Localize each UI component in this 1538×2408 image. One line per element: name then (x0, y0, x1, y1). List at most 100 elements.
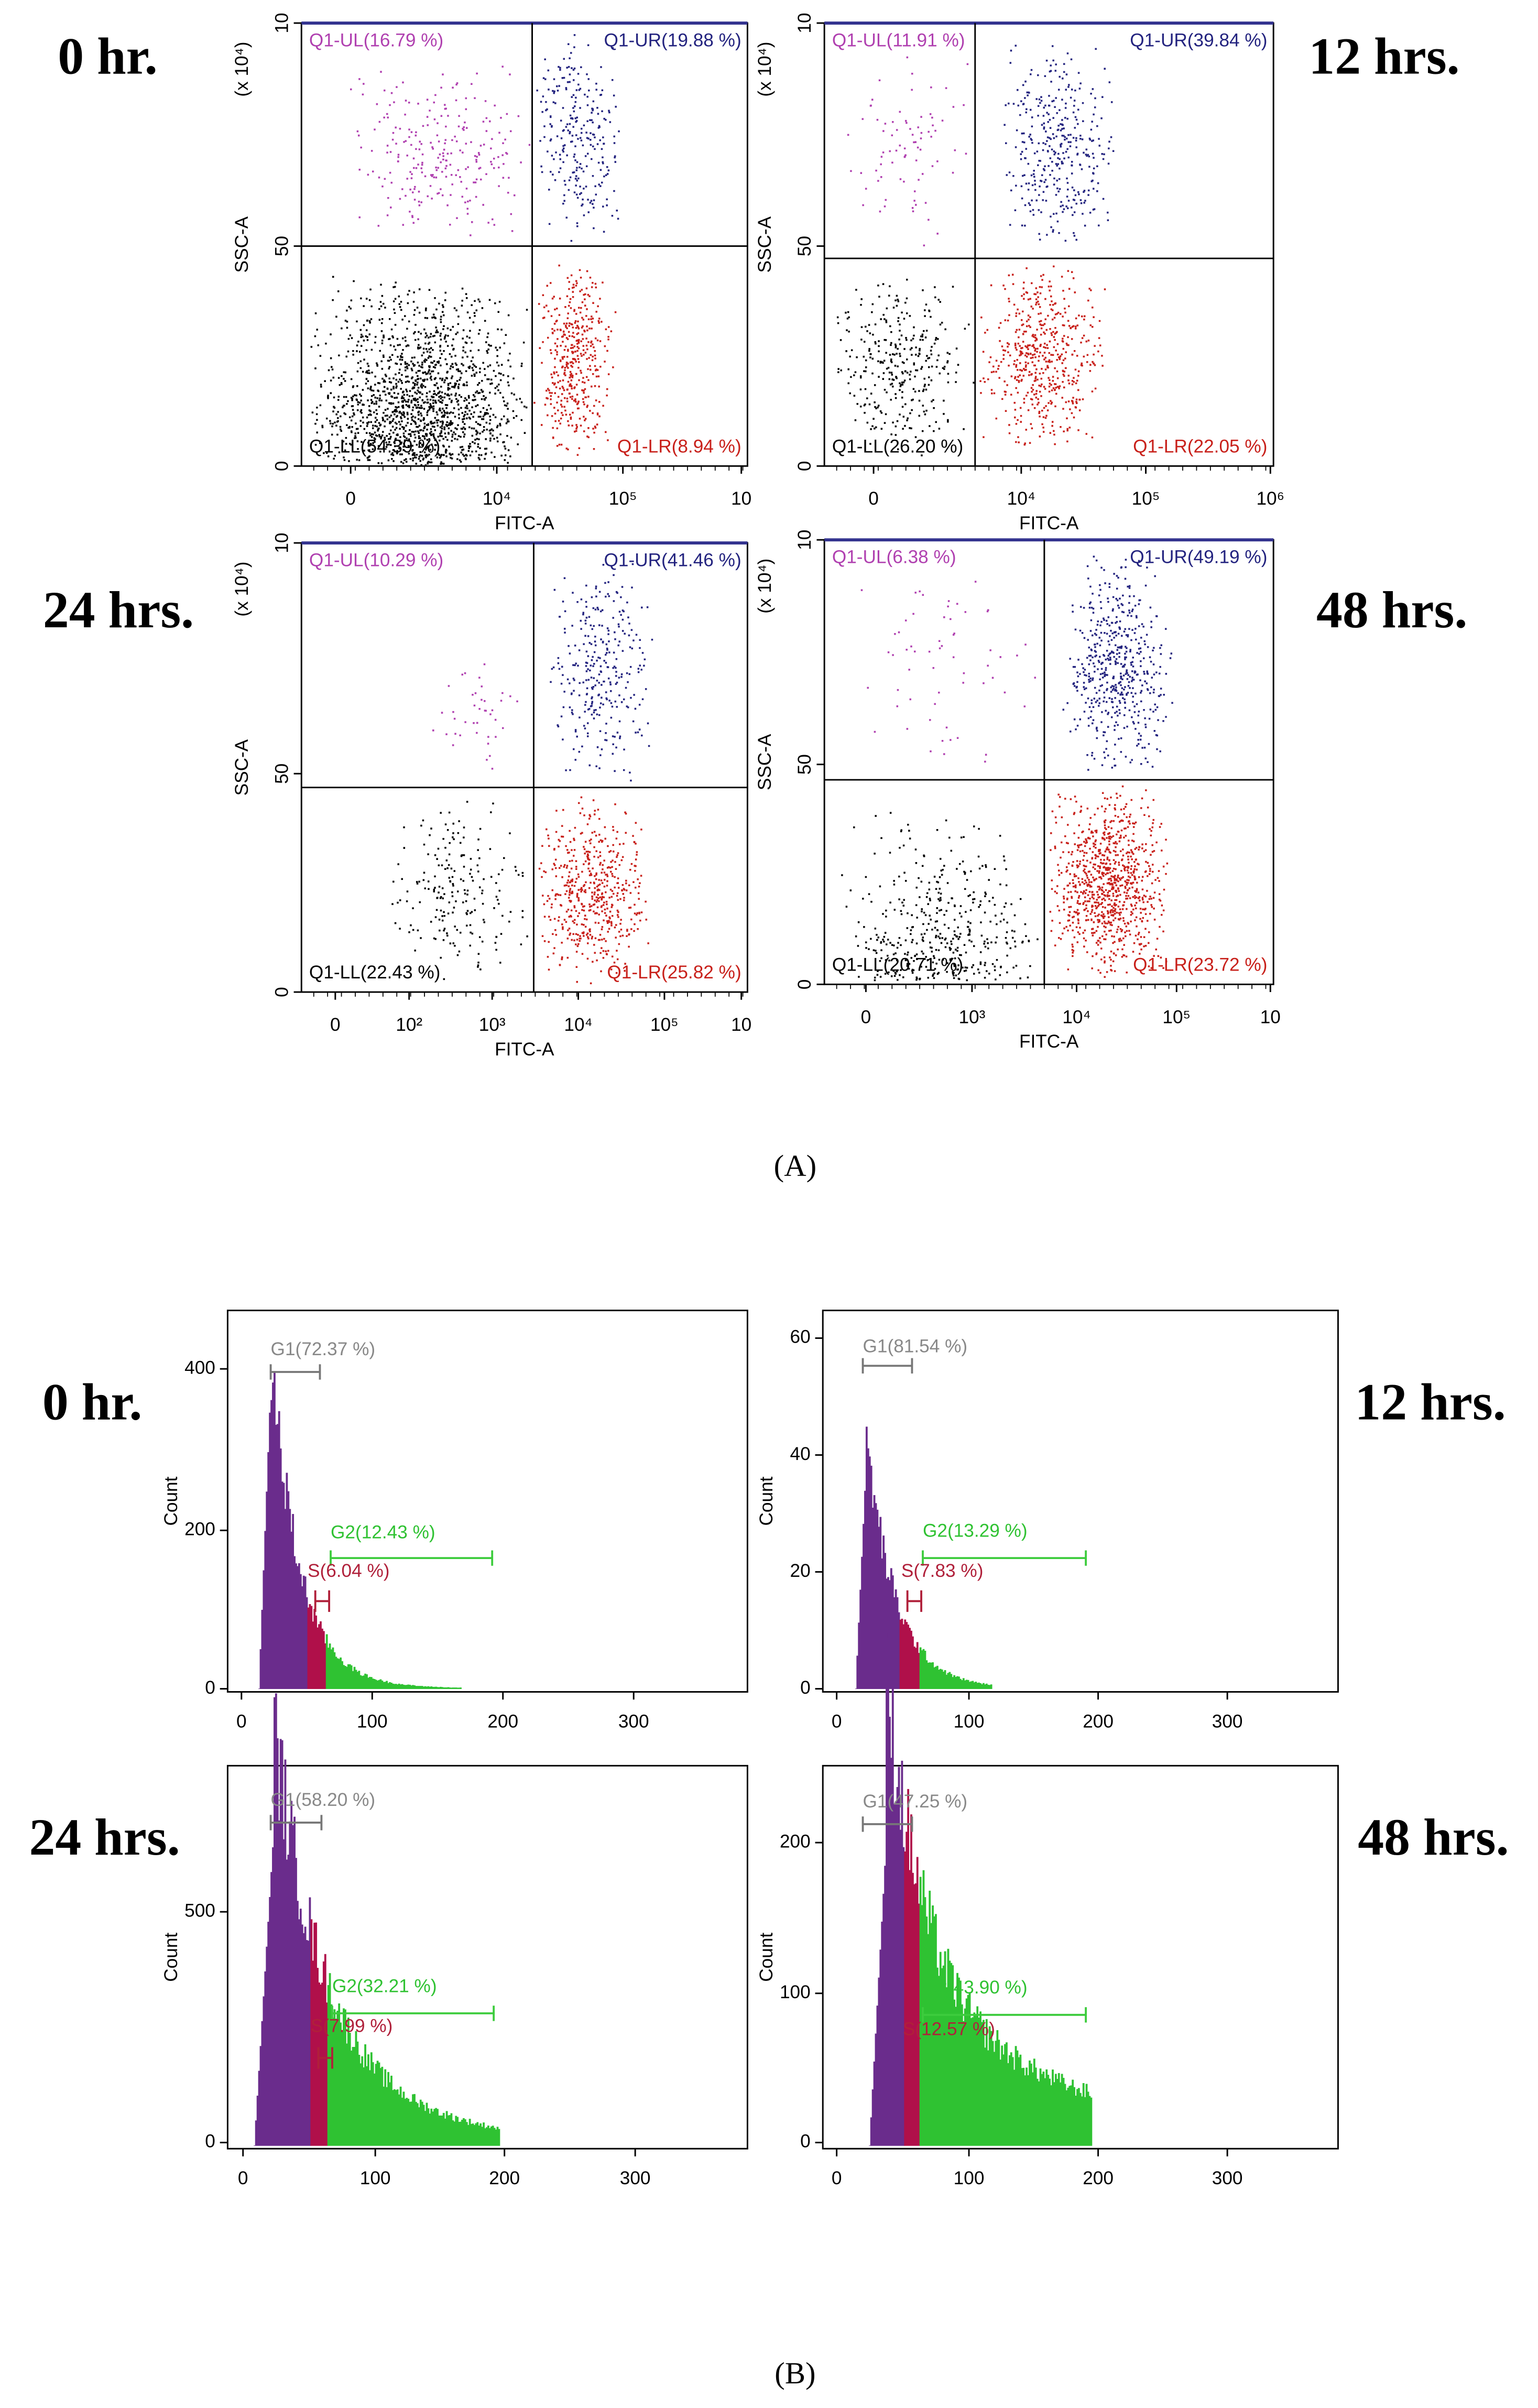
x-tick-label: 10 (731, 1015, 751, 1035)
y-tick-label: 10 (271, 13, 292, 33)
quadrant-label: Q1-LL(22.43 %) (309, 962, 440, 983)
y-tick-label: 100 (780, 1982, 811, 2002)
gate-label: S(12.57 %) (903, 2019, 995, 2039)
y-tick-label: 50 (271, 236, 292, 256)
x-tick-label: 10³ (479, 1015, 506, 1035)
gate-label: S(7.83 %) (901, 1561, 984, 1581)
y-axis-label: SSC-A (232, 216, 252, 273)
s-gate (314, 1590, 331, 1612)
y-multiplier: (x 10⁴) (755, 42, 775, 97)
histogram-area (919, 1870, 1093, 2146)
gate-label: G1(47.25 %) (863, 1791, 968, 1812)
quadrant-label: Q1-UR(41.46 %) (604, 550, 741, 571)
quadrant-label: Q1-LL(54.39 %) (309, 436, 440, 456)
x-tick-label: 100 (954, 2168, 985, 2188)
x-tick-label: 10⁶ (1256, 488, 1284, 509)
quadrant-label: Q1-LR(8.94 %) (617, 436, 741, 456)
gate-label: G2(13.29 %) (923, 1521, 1028, 1541)
x-tick-label: 300 (1212, 1711, 1243, 1731)
y-tick-label: 0 (794, 461, 815, 472)
quadrant-label: Q1-UR(49.19 %) (1130, 547, 1267, 568)
gate-label: G2(43.90 %) (923, 1977, 1028, 1998)
y-tick-label: 0 (800, 1677, 811, 1698)
histogram-area (325, 1634, 462, 1690)
dot-cloud (1062, 555, 1173, 771)
x-tick-label: 10⁵ (650, 1015, 679, 1035)
gate-label: G1(81.54 %) (863, 1336, 968, 1356)
x-tick-label: 0 (236, 1711, 247, 1731)
s-gate (906, 1590, 922, 1612)
quadrant-label: Q1-UL(10.29 %) (309, 550, 443, 571)
y-axis-label: Count (161, 1476, 181, 1526)
y-axis-label: SSC-A (755, 734, 775, 790)
y-tick-label: 0 (800, 2131, 811, 2152)
x-tick-label: 10⁵ (1132, 488, 1160, 509)
y-tick-label: 0 (271, 987, 292, 997)
time-label: 48 hrs. (1358, 1808, 1509, 1866)
gate-label: G2(32.21 %) (332, 1976, 437, 1996)
histogram-area (310, 1919, 328, 2146)
x-tick-label: 300 (620, 2168, 651, 2188)
x-tick-label: 10⁵ (1162, 1007, 1191, 1027)
x-tick-label: 100 (954, 1711, 985, 1731)
y-tick-label: 500 (184, 1900, 215, 1921)
x-tick-label: 0 (238, 2168, 248, 2188)
histogram-area (327, 1973, 500, 2146)
plot-frame (300, 542, 748, 993)
histogram-area (307, 1604, 326, 1690)
y-tick-label: 10 (271, 532, 292, 553)
time-label: 48 hrs. (1316, 581, 1467, 639)
x-tick-label: 10² (396, 1015, 422, 1035)
quadrant-label: Q1-LL(26.20 %) (832, 436, 963, 456)
x-tick-label: 0 (868, 488, 879, 509)
gate-label: G1(58.20 %) (271, 1790, 376, 1810)
quadrant-label: Q1-LL(20.71 %) (832, 954, 963, 975)
y-tick-label: 0 (205, 1677, 215, 1698)
y-axis-label: SSC-A (755, 216, 775, 273)
histogram-area (899, 1618, 920, 1690)
histogram-area (919, 1647, 992, 1690)
x-tick-label: 10³ (958, 1007, 985, 1027)
x-tick-label: 10⁴ (483, 488, 511, 509)
x-tick-label: 0 (861, 1007, 871, 1027)
y-tick-label: 200 (184, 1519, 215, 1540)
histogram-area (904, 1789, 920, 2146)
x-tick-label: 0 (345, 488, 356, 509)
y-axis-label: Count (161, 1933, 181, 1982)
gate-label: S(7.99 %) (311, 2016, 393, 2036)
quadrant-label: Q1-UL(6.38 %) (832, 547, 956, 568)
x-tick-label: 10⁴ (564, 1015, 592, 1035)
time-label: 24 hrs. (29, 1808, 180, 1866)
histogram-area (869, 1632, 905, 2146)
y-multiplier: (x 10⁴) (755, 559, 775, 614)
y-tick-label: 10 (794, 13, 815, 33)
x-tick-label: 200 (1083, 2168, 1114, 2188)
x-tick-label: 300 (618, 1711, 649, 1731)
gate-label: G2(12.43 %) (331, 1522, 435, 1542)
quadrant-label: Q1-LR(22.05 %) (1133, 436, 1267, 456)
x-tick-label: 10 (1260, 1007, 1281, 1027)
y-multiplier: (x 10⁴) (232, 562, 252, 617)
time-label: 0 hr. (58, 27, 157, 85)
x-tick-label: 200 (1083, 1711, 1114, 1731)
x-tick-label: 0 (330, 1015, 341, 1035)
y-axis-label: Count (756, 1476, 777, 1526)
dot-cloud (979, 265, 1106, 446)
y-tick-label: 10 (794, 530, 815, 550)
quadrant-label: Q1-UR(39.84 %) (1130, 30, 1267, 51)
quadrant-label: Q1-UL(16.79 %) (309, 30, 443, 51)
y-tick-label: 0 (794, 979, 815, 990)
s-gate (317, 2047, 333, 2069)
time-label: 12 hrs. (1308, 27, 1459, 85)
panel-label: (B) (775, 2356, 815, 2390)
time-label: 0 hr. (42, 1372, 142, 1431)
x-axis-label: FITC-A (1019, 513, 1079, 533)
x-tick-label: 100 (360, 2168, 391, 2188)
x-axis-label: FITC-A (495, 513, 554, 533)
quadrant-label: Q1-UL(11.91 %) (832, 30, 965, 51)
x-axis-label: FITC-A (495, 1039, 554, 1060)
dot-cloud (310, 276, 528, 466)
dot-cloud (550, 563, 653, 782)
